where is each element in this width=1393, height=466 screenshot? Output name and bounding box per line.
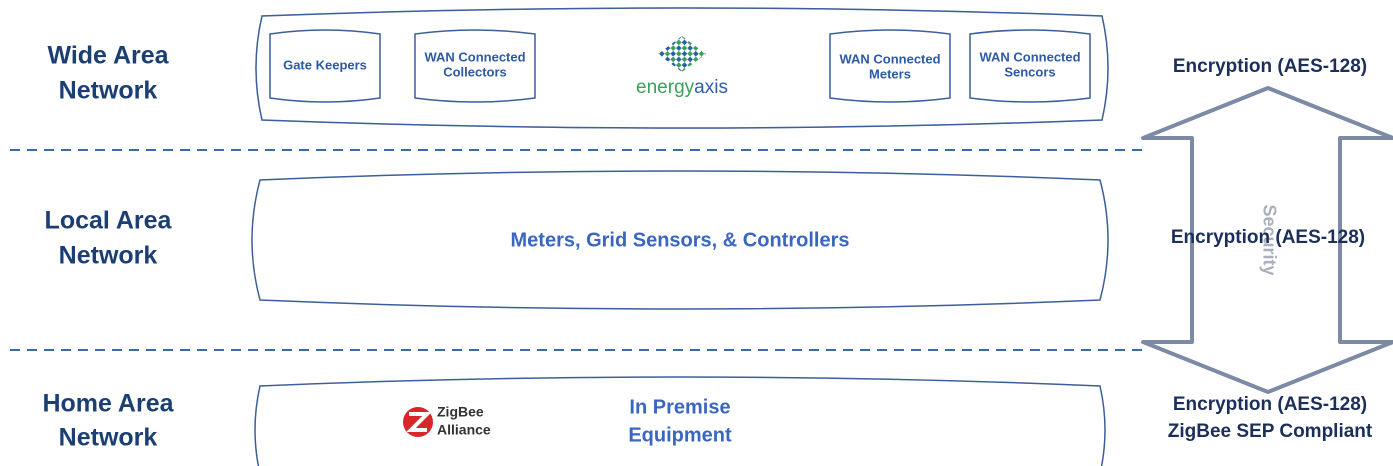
zigbee-logo: ZigBee Alliance xyxy=(403,404,491,438)
layer-label: Network xyxy=(59,77,158,105)
wan-node xyxy=(969,29,1091,103)
wan-node xyxy=(414,29,536,103)
security-arrow xyxy=(1141,86,1393,394)
security-label: Security xyxy=(1259,204,1279,275)
logo-mark xyxy=(658,36,706,72)
security-text: Encryption (AES-128) xyxy=(1171,227,1365,248)
security-text: Encryption (AES-128) xyxy=(1173,394,1367,415)
wan-node xyxy=(269,29,381,103)
security-text: ZigBee SEP Compliant xyxy=(1168,421,1373,442)
layer-label: Network xyxy=(59,424,158,452)
wan-nodes: Gate Keepers WAN Connected Collectors WA… xyxy=(269,29,1091,103)
layer-label: Home Area xyxy=(42,390,174,418)
han-label: Equipment xyxy=(628,424,732,446)
security-text: Encryption (AES-128) xyxy=(1173,56,1367,77)
wan-node-label: Collectors xyxy=(443,64,507,79)
lan-label: Meters, Grid Sensors, & Controllers xyxy=(511,229,850,251)
wan-node xyxy=(829,29,951,103)
wan-node-label: WAN Connected xyxy=(424,49,525,64)
wan-node-label: Meters xyxy=(869,66,911,81)
wan-node-label: Gate Keepers xyxy=(283,57,367,72)
layer-label: Network xyxy=(59,242,158,270)
zigbee-text: ZigBee xyxy=(437,404,484,420)
wan-node-label: Sencors xyxy=(1004,64,1055,79)
zigbee-z xyxy=(406,412,432,432)
wan-node-label: WAN Connected xyxy=(839,51,940,66)
energyaxis-logo: energyaxis xyxy=(636,36,728,98)
lan-box xyxy=(251,170,1109,310)
layer-label: Local Area xyxy=(45,207,173,235)
zigbee-text: Alliance xyxy=(437,422,491,438)
layer-label: Wide Area xyxy=(47,42,169,70)
han-box xyxy=(254,376,1106,466)
han-label: In Premise xyxy=(629,396,730,418)
logo-text: energyaxis xyxy=(636,77,728,98)
wan-node-label: WAN Connected xyxy=(979,49,1080,64)
